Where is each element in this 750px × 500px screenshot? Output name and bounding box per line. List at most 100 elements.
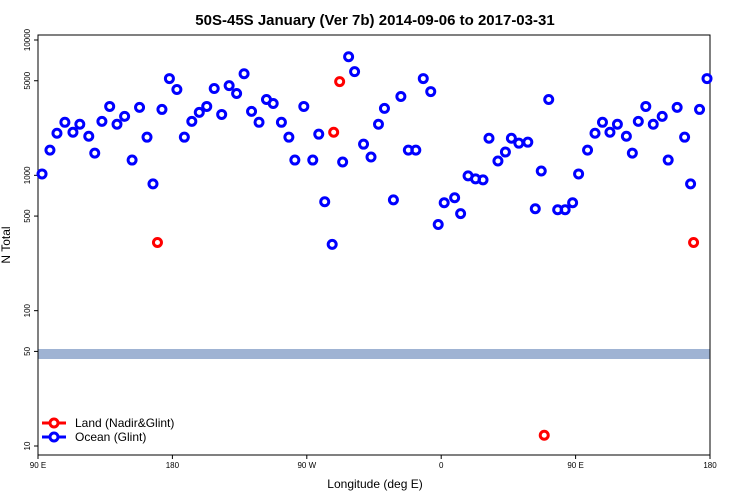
data-point <box>141 131 153 143</box>
data-point <box>425 86 437 98</box>
y-axis-label: N Total <box>0 226 13 263</box>
y-tick-label: 10000 <box>23 28 32 51</box>
legend-label: Ocean (Glint) <box>75 430 146 444</box>
data-point <box>328 126 340 138</box>
data-point <box>111 118 123 130</box>
data-point <box>611 118 623 130</box>
x-tick-label: 90 W <box>297 461 316 470</box>
x-axis-label: Longitude (deg E) <box>327 477 422 491</box>
data-point <box>343 51 355 63</box>
data-point <box>186 115 198 127</box>
data-point <box>307 154 319 166</box>
data-point <box>289 154 301 166</box>
y-tick-label: 5000 <box>23 71 32 89</box>
data-point <box>313 128 325 140</box>
data-point <box>126 154 138 166</box>
data-point <box>477 174 489 186</box>
y-tick-label: 500 <box>23 209 32 223</box>
data-point <box>201 100 213 112</box>
chart-title: 50S-45S January (Ver 7b) 2014-09-06 to 2… <box>195 12 554 29</box>
data-point <box>151 236 163 248</box>
data-point <box>688 236 700 248</box>
data-point <box>449 192 461 204</box>
data-point <box>178 131 190 143</box>
data-point <box>51 127 63 139</box>
data-point <box>671 101 683 113</box>
legend-marker <box>48 431 60 443</box>
data-point <box>372 118 384 130</box>
data-point <box>231 87 243 99</box>
data-point <box>596 116 608 128</box>
x-tick-label: 0 <box>439 461 444 470</box>
data-point <box>640 100 652 112</box>
data-point <box>83 130 95 142</box>
data-point <box>104 100 116 112</box>
data-point <box>119 110 131 122</box>
data-point <box>701 73 713 85</box>
data-point <box>538 429 550 441</box>
data-point <box>163 73 175 85</box>
data-point <box>559 204 571 216</box>
data-point <box>156 103 168 115</box>
data-point <box>567 197 579 209</box>
data-point <box>620 130 632 142</box>
data-point <box>319 196 331 208</box>
data-point <box>216 108 228 120</box>
data-point <box>349 66 361 78</box>
data-point <box>59 116 71 128</box>
data-point <box>378 102 390 114</box>
data-point <box>513 137 525 149</box>
data-point <box>171 84 183 96</box>
data-point <box>395 90 407 102</box>
data-point <box>193 106 205 118</box>
data-point <box>582 144 594 156</box>
x-tick-label: 180 <box>166 461 180 470</box>
data-point <box>662 154 674 166</box>
data-point <box>589 127 601 139</box>
data-point <box>387 194 399 206</box>
data-point <box>89 147 101 159</box>
data-point <box>67 126 79 138</box>
data-point <box>438 197 450 209</box>
data-point <box>74 118 86 130</box>
data-point <box>604 126 616 138</box>
data-point <box>96 115 108 127</box>
data-point <box>535 165 547 177</box>
y-tick-label: 100 <box>23 303 32 317</box>
x-tick-label: 180 <box>703 461 717 470</box>
legend-label: Land (Nadir&Glint) <box>75 416 174 430</box>
data-point <box>147 178 159 190</box>
data-point <box>417 73 429 85</box>
data-point <box>253 116 265 128</box>
plot-frame <box>37 34 711 456</box>
data-point <box>483 132 495 144</box>
data-point <box>626 147 638 159</box>
data-point <box>455 208 467 220</box>
data-point <box>36 168 48 180</box>
data-point <box>246 105 258 117</box>
data-point <box>334 76 346 88</box>
data-point <box>410 144 422 156</box>
data-point <box>656 110 668 122</box>
data-point <box>685 178 697 190</box>
data-point <box>44 144 56 156</box>
data-point <box>326 238 338 250</box>
data-point <box>499 146 511 158</box>
data-point <box>543 94 555 106</box>
data-point <box>694 103 706 115</box>
data-point <box>223 80 235 92</box>
y-tick-label: 10 <box>23 441 32 450</box>
data-point <box>492 155 504 167</box>
legend: Land (Nadir&Glint)Ocean (Glint) <box>42 416 174 444</box>
data-point <box>134 101 146 113</box>
x-tick-label: 90 E <box>567 461 583 470</box>
data-point <box>337 156 349 168</box>
data-point <box>529 203 541 215</box>
data-point <box>522 136 534 148</box>
data-point <box>432 219 444 231</box>
data-point <box>267 97 279 109</box>
data-point <box>679 131 691 143</box>
data-point <box>505 132 517 144</box>
highlight-band <box>38 349 710 359</box>
